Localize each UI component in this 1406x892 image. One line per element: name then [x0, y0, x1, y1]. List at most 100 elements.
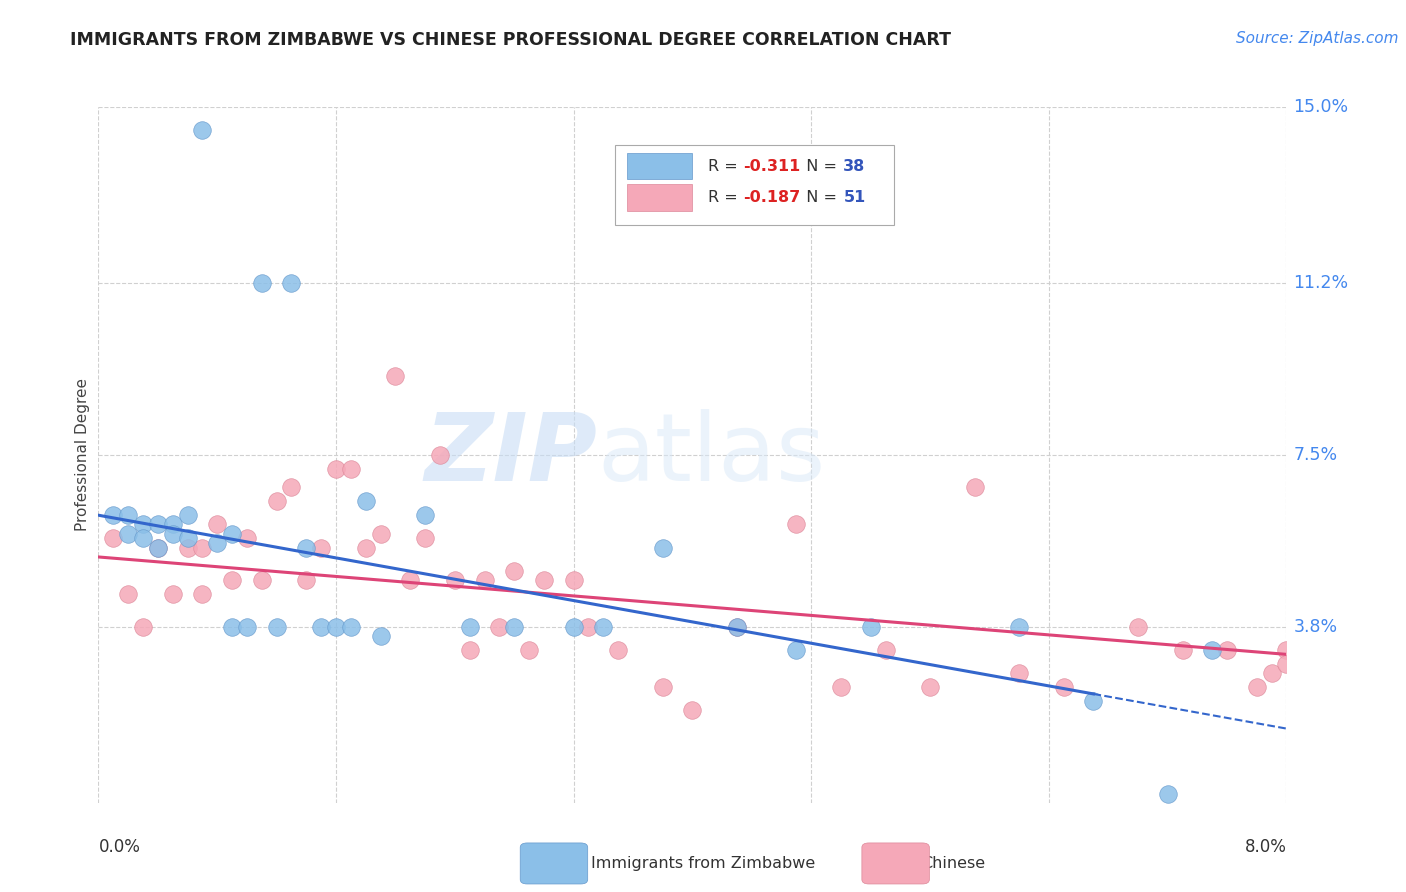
- Point: [1201, 642, 1223, 657]
- Point: [607, 642, 630, 657]
- Point: [1275, 642, 1298, 657]
- Point: [340, 619, 363, 633]
- Point: [132, 619, 155, 633]
- Point: [517, 642, 540, 657]
- Point: [325, 619, 347, 633]
- Point: [413, 532, 436, 546]
- Point: [725, 619, 748, 633]
- Point: [117, 526, 139, 541]
- Bar: [616, 145, 894, 226]
- Bar: [627, 185, 692, 211]
- Point: [651, 541, 673, 555]
- Text: -0.187: -0.187: [744, 190, 801, 205]
- Point: [266, 619, 288, 633]
- Point: [562, 573, 585, 587]
- Point: [146, 517, 169, 532]
- Point: [920, 680, 942, 694]
- Point: [875, 642, 897, 657]
- Text: 11.2%: 11.2%: [1294, 275, 1348, 293]
- Point: [354, 494, 377, 508]
- Point: [725, 619, 748, 633]
- Point: [592, 619, 614, 633]
- Text: atlas: atlas: [598, 409, 825, 501]
- Point: [651, 680, 673, 694]
- Point: [103, 508, 125, 523]
- Point: [280, 480, 302, 494]
- Point: [295, 573, 318, 587]
- Point: [236, 619, 259, 633]
- Text: N =: N =: [796, 159, 842, 174]
- Point: [207, 536, 229, 550]
- Text: Chinese: Chinese: [921, 856, 986, 871]
- Point: [280, 277, 302, 291]
- Text: 38: 38: [844, 159, 866, 174]
- Bar: [627, 153, 692, 179]
- Point: [340, 462, 363, 476]
- Point: [146, 541, 169, 555]
- Point: [309, 541, 332, 555]
- Point: [1156, 787, 1178, 801]
- Point: [117, 587, 139, 601]
- Point: [191, 587, 214, 601]
- Point: [221, 526, 243, 541]
- Point: [162, 517, 184, 532]
- Point: [413, 508, 436, 523]
- Y-axis label: Professional Degree: Professional Degree: [75, 378, 90, 532]
- Point: [444, 573, 467, 587]
- Text: 15.0%: 15.0%: [1294, 98, 1348, 116]
- Point: [1216, 642, 1239, 657]
- Point: [488, 619, 510, 633]
- Text: R =: R =: [707, 190, 742, 205]
- Point: [191, 123, 214, 137]
- Point: [176, 508, 198, 523]
- Point: [176, 541, 198, 555]
- Text: 8.0%: 8.0%: [1244, 838, 1286, 856]
- Text: Immigrants from Zimbabwe: Immigrants from Zimbabwe: [591, 856, 814, 871]
- Point: [132, 517, 155, 532]
- Point: [1083, 694, 1105, 708]
- Point: [250, 277, 273, 291]
- Point: [1171, 642, 1194, 657]
- Point: [132, 532, 155, 546]
- Point: [474, 573, 496, 587]
- Point: [562, 619, 585, 633]
- Text: -0.311: -0.311: [744, 159, 801, 174]
- Text: R =: R =: [707, 159, 742, 174]
- Point: [250, 573, 273, 587]
- Point: [1008, 619, 1031, 633]
- Point: [429, 448, 451, 462]
- Text: 0.0%: 0.0%: [98, 838, 141, 856]
- Point: [384, 369, 406, 384]
- Point: [266, 494, 288, 508]
- Point: [146, 541, 169, 555]
- Point: [191, 541, 214, 555]
- Point: [963, 480, 986, 494]
- Point: [503, 619, 526, 633]
- Text: N =: N =: [796, 190, 842, 205]
- Point: [162, 587, 184, 601]
- Point: [221, 619, 243, 633]
- Text: IMMIGRANTS FROM ZIMBABWE VS CHINESE PROFESSIONAL DEGREE CORRELATION CHART: IMMIGRANTS FROM ZIMBABWE VS CHINESE PROF…: [70, 31, 952, 49]
- Point: [859, 619, 882, 633]
- Point: [162, 526, 184, 541]
- Point: [1053, 680, 1076, 694]
- Point: [1126, 619, 1149, 633]
- Point: [1246, 680, 1268, 694]
- Point: [458, 619, 481, 633]
- Point: [207, 517, 229, 532]
- Text: 51: 51: [844, 190, 866, 205]
- Point: [785, 642, 807, 657]
- Point: [221, 573, 243, 587]
- Point: [399, 573, 422, 587]
- Point: [578, 619, 600, 633]
- Point: [830, 680, 852, 694]
- Text: 3.8%: 3.8%: [1294, 617, 1337, 635]
- Point: [370, 629, 392, 643]
- Point: [533, 573, 555, 587]
- Point: [309, 619, 332, 633]
- Point: [176, 532, 198, 546]
- Point: [1008, 665, 1031, 680]
- Point: [117, 508, 139, 523]
- Point: [325, 462, 347, 476]
- Point: [503, 564, 526, 578]
